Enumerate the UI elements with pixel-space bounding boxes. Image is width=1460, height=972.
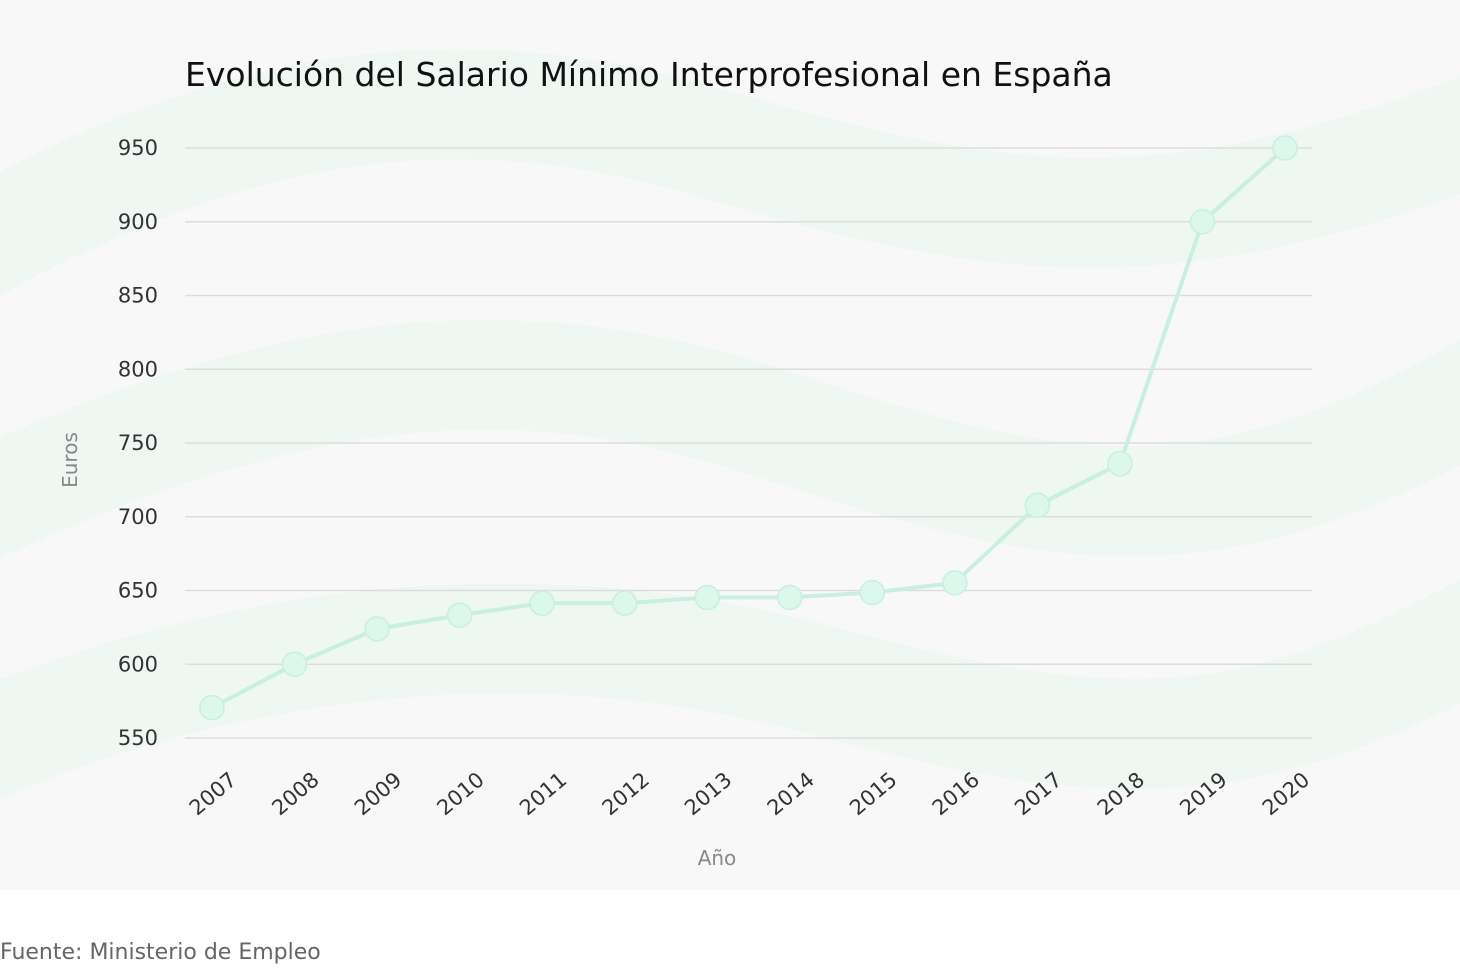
data-point[interactable] [199, 694, 225, 721]
x-tick-label: 2010 [432, 767, 488, 820]
series-line [211, 146, 1287, 710]
data-point[interactable] [1272, 135, 1298, 161]
data-point[interactable] [1189, 209, 1216, 235]
decor-wave [0, 319, 1460, 558]
x-tick-label: 2007 [185, 767, 241, 820]
data-point[interactable] [446, 602, 473, 628]
y-tick-label: 750 [118, 431, 158, 455]
x-tick-label: 2012 [598, 767, 654, 820]
y-tick-label: 800 [118, 357, 158, 381]
y-tick-label: 650 [118, 579, 158, 603]
x-tick-label: 2013 [680, 767, 736, 820]
data-point[interactable] [859, 579, 886, 606]
y-tick-label: 950 [118, 136, 158, 160]
x-tick-label: 2020 [1258, 767, 1314, 820]
decor-wave [0, 579, 1460, 799]
x-tick-label: 2016 [928, 767, 984, 820]
x-tick-label: 2011 [515, 767, 571, 820]
y-tick-label: 550 [118, 726, 158, 750]
data-point[interactable] [1107, 451, 1133, 477]
x-tick-label: 2008 [267, 767, 323, 820]
y-tick-label: 600 [118, 652, 158, 676]
x-tick-label: 2009 [350, 767, 406, 820]
data-point[interactable] [942, 570, 968, 596]
line-chart: Evolución del Salario Mínimo Interprofes… [0, 49, 1460, 870]
data-point[interactable] [281, 651, 308, 677]
x-tick-label: 2015 [845, 767, 901, 820]
decor-wave [0, 49, 1460, 296]
data-point[interactable] [364, 616, 390, 642]
source-note: Fuente: Ministerio de Empleo [0, 940, 321, 965]
data-point[interactable] [611, 590, 638, 616]
y-tick-label: 700 [118, 505, 158, 529]
y-axis-label: Euros [58, 432, 82, 488]
x-axis-label: Año [698, 846, 737, 870]
data-point[interactable] [1024, 492, 1051, 519]
y-axis-ticks: 550 600 650 700 750 800 850 900 950 [118, 136, 158, 750]
data-point[interactable] [694, 584, 720, 611]
chart-area: Evolución del Salario Mínimo Interprofes… [0, 49, 1460, 870]
x-tick-label: 2014 [763, 767, 819, 820]
series-markers [199, 135, 1298, 721]
data-point[interactable] [777, 584, 803, 611]
background-decoration [0, 49, 1460, 799]
data-point[interactable] [529, 590, 555, 616]
grid-lines [185, 147, 1312, 739]
y-tick-label: 850 [118, 284, 158, 308]
y-tick-label: 900 [118, 210, 158, 234]
chart-title: Evolución del Salario Mínimo Interprofes… [185, 55, 1113, 94]
